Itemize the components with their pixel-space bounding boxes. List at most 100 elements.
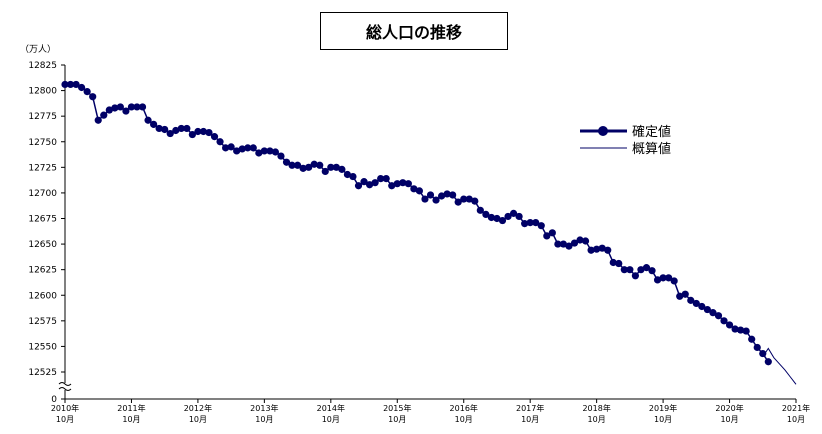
data-point — [83, 88, 91, 96]
data-point — [443, 190, 451, 198]
data-point — [692, 299, 700, 308]
x-tick-month: 10月 — [654, 415, 672, 424]
x-tick-year: 2021年 — [782, 403, 810, 413]
data-point — [404, 180, 412, 188]
data-point — [609, 258, 617, 267]
data-point — [532, 218, 540, 227]
data-point — [659, 274, 667, 282]
data-point — [305, 163, 313, 171]
data-point — [487, 213, 496, 222]
y-tick-label: 12525 — [28, 368, 57, 378]
x-tick-year: 2019年 — [649, 403, 677, 413]
data-point — [637, 266, 645, 274]
x-tick-month: 10月 — [455, 415, 473, 424]
y-tick-label: 12550 — [28, 342, 57, 352]
data-point — [221, 144, 230, 152]
data-point — [188, 130, 196, 139]
data-point — [515, 212, 523, 221]
data-point — [604, 246, 612, 254]
data-point — [504, 212, 512, 221]
data-point — [676, 292, 684, 300]
x-tick-month: 10月 — [388, 415, 406, 424]
data-point — [687, 296, 695, 304]
data-point — [94, 116, 102, 124]
data-point — [526, 218, 534, 227]
data-point — [227, 143, 235, 151]
data-point — [670, 277, 678, 285]
x-tick-year: 2011年 — [117, 403, 145, 413]
data-point — [244, 144, 252, 152]
data-point — [100, 111, 108, 119]
data-point — [111, 104, 119, 112]
data-point — [421, 195, 429, 203]
y-tick-label: 12675 — [28, 215, 57, 225]
data-point — [216, 138, 224, 146]
data-point — [144, 116, 152, 124]
data-point — [249, 144, 257, 152]
data-point — [543, 232, 551, 240]
data-point — [454, 198, 462, 206]
axis-break-mark-1 — [58, 382, 72, 386]
data-point — [371, 179, 379, 187]
data-point — [150, 120, 158, 128]
data-point — [360, 178, 368, 186]
data-point — [127, 103, 136, 111]
data-point — [493, 214, 501, 223]
data-point — [138, 103, 147, 111]
x-tick-year: 2013年 — [250, 403, 278, 413]
x-tick-year: 2015年 — [383, 403, 411, 413]
data-point — [737, 326, 745, 334]
data-point — [648, 267, 656, 275]
y-tick-label: 12825 — [28, 61, 57, 71]
y-tick-labels: 12525 12550 12575 12600 12625 12650 12675 12700… — [28, 61, 65, 405]
axes — [58, 65, 796, 400]
data-point — [521, 220, 529, 228]
data-point — [620, 266, 628, 274]
data-point — [753, 343, 761, 352]
data-point — [349, 172, 357, 181]
data-point — [548, 229, 556, 237]
y-tick-label: 12750 — [28, 138, 57, 148]
data-point — [89, 93, 97, 101]
data-point — [498, 216, 507, 225]
data-point — [703, 305, 711, 314]
legend-label-1: 確定値 — [632, 124, 671, 140]
data-point — [581, 237, 590, 245]
data-point — [388, 182, 396, 190]
legend-label-2: 概算値 — [632, 141, 671, 157]
data-point — [665, 274, 673, 282]
data-point — [554, 240, 562, 248]
series-line-2 — [762, 347, 797, 385]
data-point — [742, 327, 750, 335]
chart-title: 総人口の推移 — [320, 12, 508, 50]
data-point — [437, 192, 446, 200]
data-point — [410, 185, 418, 193]
y-tick-label: 12575 — [28, 317, 57, 327]
data-point — [681, 290, 689, 298]
axis-break-mark-2 — [58, 387, 72, 391]
data-point — [415, 187, 424, 195]
y-tick-label: 12800 — [28, 87, 57, 97]
x-tick-year: 2020年 — [715, 403, 743, 413]
data-point — [105, 106, 113, 114]
data-point — [482, 210, 490, 219]
data-point — [559, 240, 568, 248]
data-point — [653, 276, 662, 284]
data-point — [327, 163, 335, 171]
x-tick-month: 10月 — [521, 415, 539, 424]
data-point — [343, 170, 352, 179]
data-point — [764, 358, 772, 366]
data-point — [183, 124, 191, 133]
data-point — [598, 244, 606, 252]
data-point — [449, 191, 457, 199]
data-point — [465, 195, 473, 203]
data-point — [260, 147, 268, 155]
data-point — [194, 127, 202, 136]
x-tick-year: 2014年 — [317, 403, 345, 413]
x-tick-month: 10月 — [122, 415, 140, 424]
data-point — [277, 152, 285, 160]
data-point — [255, 149, 263, 157]
x-tick-year: 2010年 — [51, 403, 79, 413]
